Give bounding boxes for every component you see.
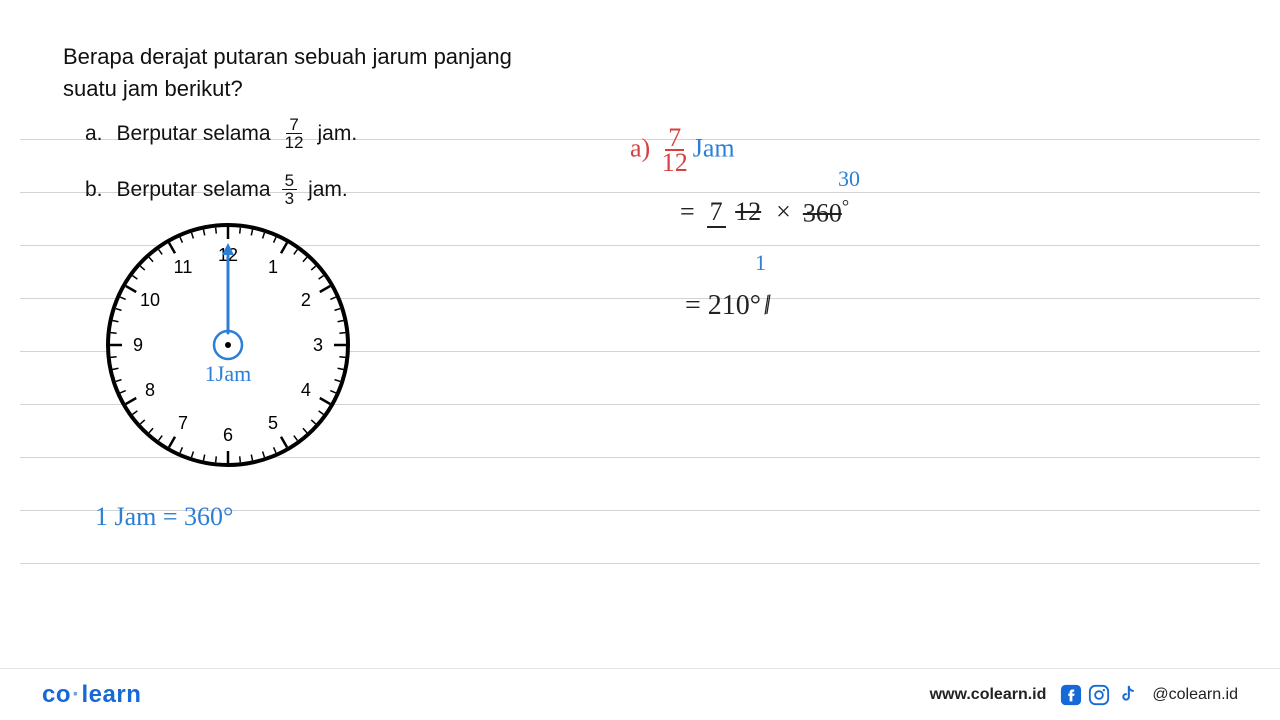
simplify-1: 1 (755, 250, 766, 276)
option-a-letter: a. (85, 122, 103, 146)
footer-handle: @colearn.id (1152, 686, 1238, 704)
option-b: b. Berputar selama 5 3 jam. (85, 172, 348, 207)
note-1jam-360: 1 Jam = 360° (95, 502, 233, 532)
instagram-icon (1088, 684, 1110, 706)
option-b-fraction: 5 3 (282, 172, 297, 207)
option-b-suffix: jam. (308, 178, 348, 202)
social-icons (1060, 684, 1138, 706)
question-text: Berapa derajat putaran sebuah jarum panj… (63, 42, 563, 103)
svg-text:4: 4 (301, 380, 311, 400)
footer: co·learn www.colearn.id @colearn.id (0, 668, 1280, 720)
work-part-a-header: a) 7 12 Jam (630, 126, 735, 175)
question-line2: suatu jam berikut? (63, 74, 563, 104)
eq1-equals: = (680, 197, 695, 227)
logo: co·learn (42, 681, 141, 709)
answer-mark: // (760, 290, 769, 322)
simplify-30: 30 (838, 166, 860, 192)
svg-text:6: 6 (223, 425, 233, 445)
part-a-fraction: 7 12 (659, 126, 691, 175)
svg-text:9: 9 (133, 335, 143, 355)
clock-svg: 1212345678910111Jam (103, 220, 353, 470)
option-a-fraction: 7 12 (282, 116, 307, 151)
svg-text:8: 8 (145, 380, 155, 400)
svg-text:1Jam: 1Jam (205, 361, 251, 386)
option-a-suffix: jam. (318, 122, 358, 146)
eq1-times: × (776, 197, 791, 227)
svg-text:3: 3 (313, 335, 323, 355)
work-eq1: = 7 12 × 360° (680, 196, 849, 229)
part-a-jam: Jam (693, 133, 735, 162)
tiktok-icon (1116, 684, 1138, 706)
svg-text:10: 10 (140, 290, 160, 310)
svg-text:1: 1 (268, 257, 278, 277)
svg-text:11: 11 (174, 257, 193, 277)
svg-text:5: 5 (268, 413, 278, 433)
clock-diagram: 1212345678910111Jam (103, 220, 353, 470)
facebook-icon (1060, 684, 1082, 706)
question-line1: Berapa derajat putaran sebuah jarum panj… (63, 42, 563, 72)
footer-url: www.colearn.id (930, 686, 1047, 704)
work-eq2: = 210°// (685, 290, 767, 322)
eq1-360: 360° (803, 196, 849, 229)
svg-text:2: 2 (301, 290, 311, 310)
option-a-prefix: Berputar selama (117, 122, 271, 146)
footer-right: www.colearn.id @colearn.id (930, 684, 1238, 706)
svg-text:7: 7 (178, 413, 188, 433)
part-a-label: a) (630, 133, 650, 162)
option-a: a. Berputar selama 7 12 jam. (85, 116, 357, 151)
option-b-letter: b. (85, 178, 103, 202)
eq1-fraction: 7 12 (707, 197, 765, 227)
option-b-prefix: Berputar selama (117, 178, 271, 202)
